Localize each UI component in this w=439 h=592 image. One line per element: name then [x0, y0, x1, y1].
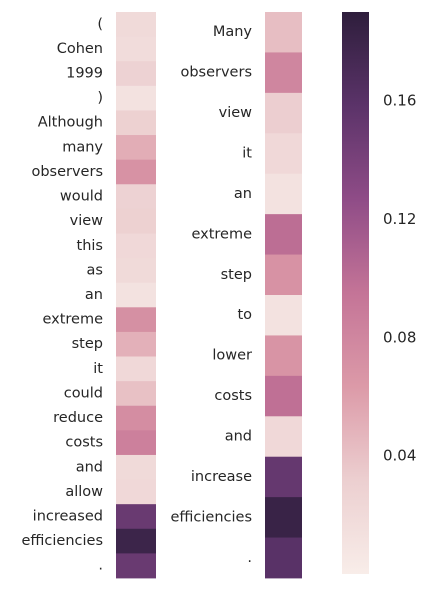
token-label: step	[72, 336, 103, 352]
token-label: many	[62, 139, 103, 155]
token-label: step	[221, 267, 252, 283]
token-label: observers	[31, 164, 103, 180]
token-label: observers	[180, 65, 252, 81]
token-label: allow	[65, 484, 103, 500]
heatmap-cell	[265, 497, 302, 538]
heatmap-cell	[116, 331, 156, 357]
heatmap-cell	[116, 381, 156, 407]
token-label: view	[70, 213, 104, 229]
heatmap-cell	[116, 356, 156, 382]
colorbar-tick-label: 0.08	[383, 328, 416, 346]
token-label: it	[93, 361, 103, 377]
heatmap-cell	[116, 454, 156, 480]
token-label: could	[64, 385, 103, 401]
token-label: (	[97, 16, 103, 32]
token-label: and	[225, 429, 252, 445]
token-label: increased	[33, 508, 103, 524]
token-label: and	[76, 459, 103, 475]
heatmap-cell	[116, 479, 156, 505]
token-label: extreme	[191, 226, 252, 242]
heatmap-panel-target: Many observers view it an extreme step to lower c…	[170, 12, 302, 579]
heatmap-cell	[116, 159, 156, 185]
heatmap-cell	[265, 133, 302, 175]
token-label: lower	[212, 348, 252, 364]
heatmap-cell	[265, 254, 302, 296]
token-label: increase	[191, 469, 252, 485]
colorbar-tick-label: 0.12	[383, 210, 416, 228]
heatmap-cell	[116, 61, 156, 87]
token-label: Although	[38, 115, 103, 131]
heatmap-cell	[116, 36, 156, 62]
token-label: would	[60, 189, 103, 205]
token-label: to	[237, 307, 252, 323]
heatmap-cell	[116, 233, 156, 259]
colorbar: 0.04 0.08 0.12 0.16	[342, 12, 416, 574]
heatmap-cell	[116, 110, 156, 136]
heatmap-cell	[265, 12, 302, 53]
heatmap-cell	[265, 214, 302, 255]
token-label: 1999	[66, 66, 103, 82]
token-label: costs	[214, 388, 252, 404]
token-label: an	[234, 186, 252, 202]
heatmap-cell	[265, 173, 302, 215]
heatmap-cell	[116, 135, 156, 161]
heatmap-cell	[116, 258, 156, 284]
token-label: view	[219, 105, 253, 121]
colorbar-gradient	[342, 12, 369, 574]
token-label: efficiencies	[170, 509, 252, 525]
token-label: this	[77, 238, 103, 254]
heatmap-cell	[116, 528, 156, 554]
token-label: Cohen	[57, 41, 103, 57]
heatmap-cell	[116, 405, 156, 431]
heatmap-cell	[116, 85, 156, 111]
token-label: extreme	[42, 312, 103, 328]
heatmap-cell	[265, 92, 302, 134]
token-label: efficiencies	[21, 533, 103, 549]
heatmap-cell	[116, 282, 156, 308]
heatmap-cell	[265, 456, 302, 498]
heatmap-cell	[265, 335, 302, 377]
heatmap-cell	[116, 184, 156, 210]
colorbar-tick-label: 0.16	[383, 92, 416, 110]
heatmap-panel-source: ( Cohen 1999) Although many observers would vie…	[21, 12, 156, 579]
heatmap-cell	[116, 208, 156, 234]
heatmap-cell	[265, 295, 302, 336]
colorbar-tick-label: 0.04	[383, 447, 416, 465]
heatmap-cell	[116, 307, 156, 333]
token-label: )	[97, 90, 103, 106]
token-label: .	[247, 550, 252, 566]
token-label: costs	[65, 435, 103, 451]
token-label: .	[98, 558, 103, 574]
heatmap-cell	[116, 504, 156, 530]
heatmap-cell	[265, 52, 302, 94]
heatmap-cell	[265, 537, 302, 579]
token-label: it	[242, 146, 252, 162]
heatmap-cell	[116, 553, 156, 579]
heatmap-cell	[116, 12, 156, 38]
token-label: reduce	[53, 410, 103, 426]
token-label: an	[85, 287, 103, 303]
heatmap-cell	[265, 416, 302, 458]
heatmap-cell	[116, 430, 156, 456]
token-label: as	[87, 262, 103, 278]
token-label: Many	[213, 24, 253, 40]
heatmap-cell	[265, 375, 302, 417]
